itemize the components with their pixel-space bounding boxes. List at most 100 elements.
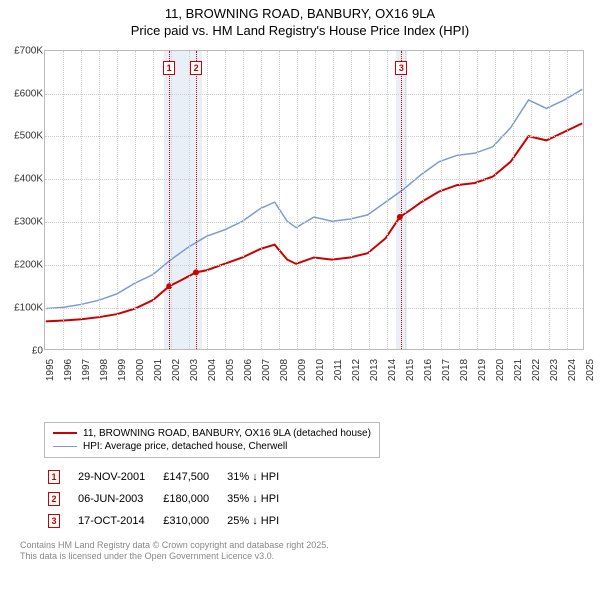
x-axis-label: 2005 [225, 359, 236, 381]
marker-vline [196, 51, 197, 349]
x-axis-label: 1997 [81, 359, 92, 381]
marker-price: £310,000 [159, 510, 223, 532]
x-axis-label: 2015 [405, 359, 416, 381]
title-block: 11, BROWNING ROAD, BANBURY, OX16 9LA Pri… [10, 6, 590, 40]
gridline-v [81, 51, 82, 349]
marker-delta: 25% ↓ HPI [223, 510, 293, 532]
series-hpi [46, 89, 582, 308]
gridline-v [549, 51, 550, 349]
title-address: 11, BROWNING ROAD, BANBURY, OX16 9LA [10, 6, 590, 23]
x-axis-label: 2017 [441, 359, 452, 381]
marker-date: 17-OCT-2014 [74, 510, 159, 532]
x-axis-label: 2002 [171, 359, 182, 381]
legend: 11, BROWNING ROAD, BANBURY, OX16 9LA (de… [44, 422, 380, 458]
marker-vline [401, 51, 402, 349]
gridline-v [441, 51, 442, 349]
gridline-v [315, 51, 316, 349]
gridline-v [171, 51, 172, 349]
gridline-h [45, 179, 583, 180]
gridline-v [189, 51, 190, 349]
x-axis-label: 1996 [63, 359, 74, 381]
gridline-v [207, 51, 208, 349]
legend-swatch [53, 446, 77, 447]
x-axis-label: 2018 [459, 359, 470, 381]
marker-table: 1 29-NOV-2001£147,50031% ↓ HPI206-JUN-200… [44, 466, 293, 532]
gridline-h [45, 136, 583, 137]
x-axis-label: 2009 [297, 359, 308, 381]
x-axis-label: 2019 [477, 359, 488, 381]
y-axis-label: £400K [11, 174, 43, 185]
marker-date: 29-NOV-2001 [74, 466, 159, 488]
gridline-v [117, 51, 118, 349]
gridline-v [333, 51, 334, 349]
gridline-v [297, 51, 298, 349]
gridline-v [513, 51, 514, 349]
marker-vline [169, 51, 170, 349]
marker-delta: 35% ↓ HPI [223, 488, 293, 510]
legend-label: HPI: Average price, detached house, Cher… [83, 441, 287, 452]
x-axis-label: 2006 [243, 359, 254, 381]
gridline-v [531, 51, 532, 349]
x-axis-label: 2025 [585, 359, 596, 381]
gridline-v [405, 51, 406, 349]
x-axis-label: 1998 [99, 359, 110, 381]
x-axis-label: 2001 [153, 359, 164, 381]
gridline-v [135, 51, 136, 349]
gridline-v [279, 51, 280, 349]
gridline-v [63, 51, 64, 349]
marker-box-2: 2 [190, 61, 202, 75]
title-subtitle: Price paid vs. HM Land Registry's House … [10, 23, 590, 40]
gridline-v [351, 51, 352, 349]
marker-box-1: 1 [163, 61, 175, 75]
y-axis-label: £100K [11, 302, 43, 313]
x-axis-label: 1995 [45, 359, 56, 381]
legend-row: HPI: Average price, detached house, Cher… [53, 440, 371, 453]
x-axis-label: 2004 [207, 359, 218, 381]
gridline-v [243, 51, 244, 349]
marker-box-3: 3 [395, 61, 407, 75]
marker-cell-box: 3 [48, 514, 60, 528]
gridline-h [45, 308, 583, 309]
gridline-v [423, 51, 424, 349]
marker-cell-box: 1 [48, 470, 60, 484]
gridline-v [495, 51, 496, 349]
gridline-v [261, 51, 262, 349]
x-axis-label: 2003 [189, 359, 200, 381]
attribution-line2: This data is licensed under the Open Gov… [20, 551, 590, 563]
marker-price: £147,500 [159, 466, 223, 488]
x-axis-label: 2000 [135, 359, 146, 381]
gridline-v [99, 51, 100, 349]
marker-price: £180,000 [159, 488, 223, 510]
y-axis-label: £0 [11, 345, 43, 356]
gridline-h [45, 265, 583, 266]
y-axis-label: £700K [11, 45, 43, 56]
x-axis-label: 2014 [387, 359, 398, 381]
legend-swatch [53, 432, 77, 434]
y-axis-label: £500K [11, 131, 43, 142]
gridline-v [225, 51, 226, 349]
gridline-v [387, 51, 388, 349]
gridline-h [45, 94, 583, 95]
x-axis-label: 2024 [567, 359, 578, 381]
legend-label: 11, BROWNING ROAD, BANBURY, OX16 9LA (de… [83, 428, 371, 439]
gridline-v [477, 51, 478, 349]
line-series-svg [45, 51, 583, 349]
attribution: Contains HM Land Registry data © Crown c… [20, 540, 590, 563]
chart-wrap: £0£100K£200K£300K£400K£500K£600K£700K199… [10, 46, 590, 386]
marker-delta: 31% ↓ HPI [223, 466, 293, 488]
x-axis-label: 2016 [423, 359, 434, 381]
x-axis-label: 2021 [513, 359, 524, 381]
gridline-v [153, 51, 154, 349]
gridline-h [45, 222, 583, 223]
marker-table-row: 206-JUN-2003£180,00035% ↓ HPI [44, 488, 293, 510]
y-axis-label: £600K [11, 88, 43, 99]
attribution-line1: Contains HM Land Registry data © Crown c… [20, 540, 590, 552]
x-axis-label: 2010 [315, 359, 326, 381]
x-axis-label: 2012 [351, 359, 362, 381]
plot-area: £0£100K£200K£300K£400K£500K£600K£700K199… [44, 50, 584, 350]
marker-date: 06-JUN-2003 [74, 488, 159, 510]
gridline-v [459, 51, 460, 349]
legend-row: 11, BROWNING ROAD, BANBURY, OX16 9LA (de… [53, 427, 371, 440]
x-axis-label: 2020 [495, 359, 506, 381]
marker-table-row: 3 17-OCT-2014£310,00025% ↓ HPI [44, 510, 293, 532]
